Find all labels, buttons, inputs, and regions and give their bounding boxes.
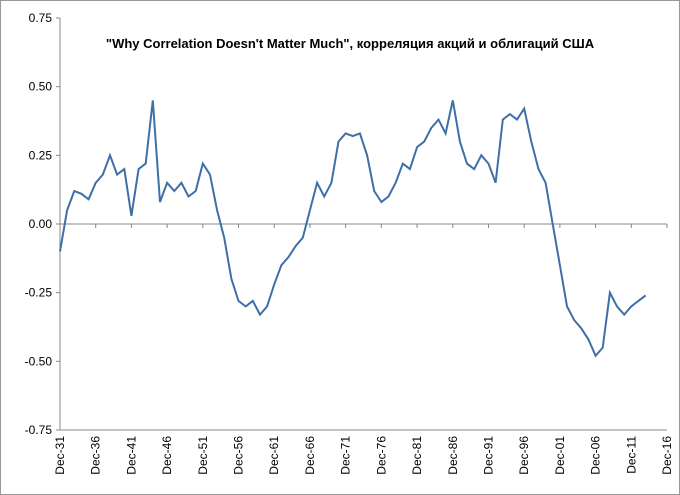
x-tick-label: Dec-41 <box>124 436 138 475</box>
y-tick-label: 0.75 <box>29 11 53 25</box>
x-tick-label: Dec-71 <box>339 436 353 475</box>
y-tick-label: 0.00 <box>29 217 53 231</box>
x-tick-label: Dec-61 <box>267 436 281 475</box>
x-tick-label: Dec-06 <box>589 436 603 475</box>
x-tick-label: Dec-66 <box>303 436 317 475</box>
x-tick-label: Dec-16 <box>660 436 674 475</box>
series-line <box>59 100 647 358</box>
x-tick-label: Dec-51 <box>196 436 210 475</box>
y-tick-label: -0.25 <box>25 286 53 300</box>
y-tick-label: 0.50 <box>29 80 53 94</box>
x-tick-label: Dec-31 <box>53 436 67 475</box>
y-tick-label: -0.50 <box>25 354 53 368</box>
x-tick-label: Dec-56 <box>232 436 246 475</box>
x-tick-label: Dec-76 <box>374 436 388 475</box>
x-tick-label: Dec-91 <box>481 436 495 475</box>
x-tick-label: Dec-81 <box>410 436 424 475</box>
x-tick-label: Dec-36 <box>89 436 103 475</box>
x-tick-label: Dec-01 <box>553 436 567 475</box>
y-tick-label: -0.75 <box>25 423 53 437</box>
x-tick-label: Dec-96 <box>517 436 531 475</box>
y-tick-label: 0.25 <box>29 148 53 162</box>
x-tick-label: Dec-86 <box>446 436 460 475</box>
x-tick-label: Dec-11 <box>624 436 638 474</box>
chart-title: "Why Correlation Doesn't Matter Much", к… <box>106 36 595 51</box>
x-tick-label: Dec-46 <box>160 436 174 475</box>
